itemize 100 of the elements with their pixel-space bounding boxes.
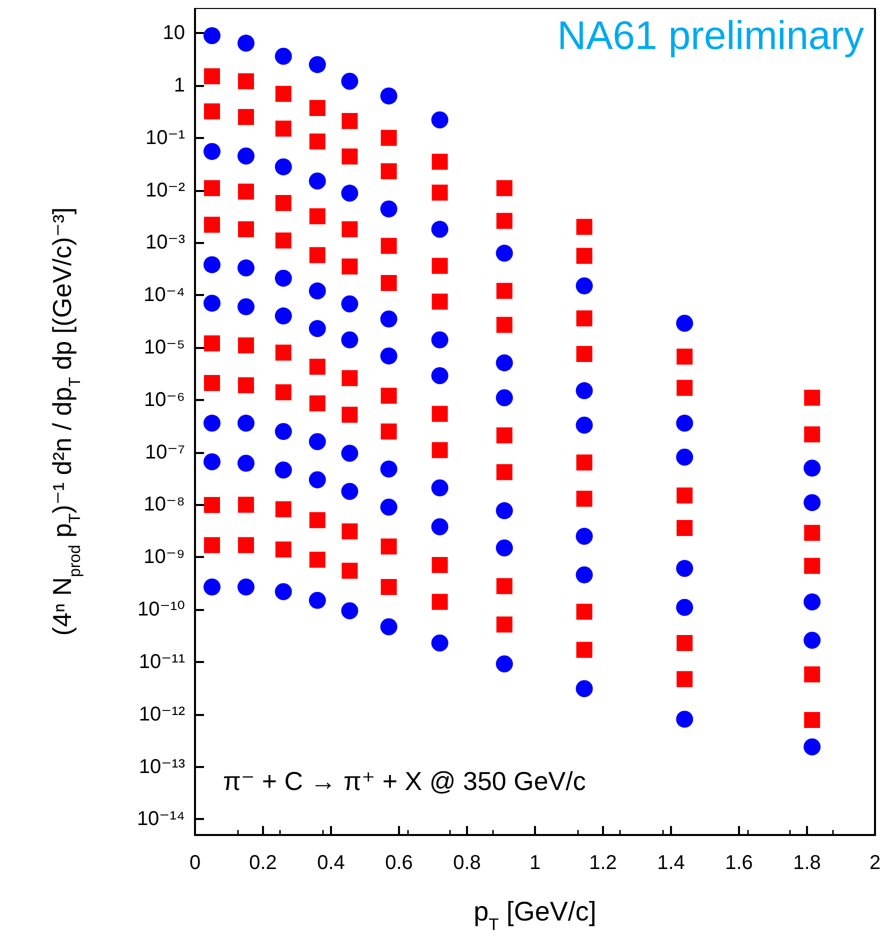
- point: [431, 518, 448, 536]
- point: [275, 195, 292, 212]
- point: [380, 618, 398, 636]
- point: [380, 238, 397, 254]
- point: [275, 541, 292, 558]
- y-tick-label: 10⁻¹⁰: [138, 598, 185, 621]
- x-tick-label: 0.6: [385, 852, 413, 874]
- point: [274, 583, 292, 600]
- point: [576, 528, 593, 545]
- point: [804, 666, 820, 682]
- point: [238, 259, 254, 276]
- point: [341, 184, 358, 202]
- point: [309, 134, 326, 150]
- point: [576, 310, 592, 326]
- point: [238, 454, 254, 472]
- point: [274, 270, 292, 287]
- point: [274, 462, 292, 478]
- point: [204, 294, 220, 312]
- x-tick-label: 1: [529, 852, 541, 874]
- point: [804, 524, 820, 541]
- point: [676, 380, 693, 396]
- point: [576, 218, 592, 235]
- point: [274, 422, 292, 440]
- point: [576, 277, 593, 294]
- point: [496, 212, 512, 229]
- point: [341, 444, 358, 462]
- point: [380, 498, 398, 516]
- point: [432, 184, 448, 201]
- point: [432, 594, 448, 610]
- point: [309, 208, 326, 224]
- y-axis-title: (4ⁿ Nprod pT)⁻¹ d²n / dpT dp [(GeV/c)⁻³]: [47, 207, 84, 636]
- point: [275, 384, 292, 400]
- point: [204, 180, 220, 196]
- point: [342, 370, 358, 386]
- point: [496, 539, 513, 556]
- y-tick-label: 10⁻⁷: [144, 441, 185, 464]
- point: [238, 73, 254, 90]
- point: [432, 294, 448, 310]
- point: [380, 347, 398, 364]
- y-tick-label: 10⁻⁹: [144, 546, 185, 568]
- point: [431, 331, 448, 348]
- point: [576, 248, 592, 264]
- x-tick-label: 0.4: [317, 852, 345, 874]
- point: [804, 390, 820, 406]
- y-tick-label: 10⁻¹: [146, 126, 186, 149]
- y-tick-label: 10⁻¹³: [138, 756, 186, 778]
- point: [380, 130, 397, 146]
- point: [676, 314, 694, 332]
- point: [804, 712, 820, 728]
- point: [204, 578, 220, 596]
- point: [238, 377, 254, 394]
- point: [576, 566, 593, 584]
- point: [341, 295, 358, 312]
- point: [576, 680, 593, 698]
- point: [309, 247, 326, 264]
- point: [341, 331, 358, 348]
- point: [204, 453, 220, 470]
- point: [204, 27, 220, 44]
- point: [308, 172, 326, 190]
- point: [576, 346, 592, 362]
- point: [308, 433, 326, 450]
- y-tick-label: 10⁻²: [146, 179, 186, 202]
- point: [238, 298, 254, 316]
- point: [576, 454, 592, 470]
- point: [341, 602, 358, 620]
- point: [496, 180, 512, 196]
- point: [380, 423, 397, 440]
- point: [204, 216, 220, 233]
- point: [275, 86, 292, 102]
- point: [576, 490, 592, 507]
- point: [342, 562, 358, 579]
- point: [275, 344, 292, 361]
- y-tick-label: 10⁻¹¹: [138, 650, 186, 673]
- point: [238, 148, 254, 165]
- point: [204, 537, 220, 554]
- point: [238, 337, 254, 354]
- point: [676, 448, 694, 466]
- point: [676, 560, 694, 577]
- point: [380, 87, 398, 104]
- annotation: π⁻ + C → π⁺ + X @ 350 GeV/c: [223, 766, 586, 796]
- point: [342, 148, 358, 165]
- y-tick-label: 10⁻¹²: [138, 703, 186, 726]
- point: [204, 414, 220, 432]
- point: [274, 158, 292, 176]
- point: [676, 348, 693, 365]
- point: [496, 427, 512, 444]
- point: [204, 68, 220, 84]
- point: [804, 426, 820, 442]
- point: [308, 56, 326, 74]
- point: [380, 578, 397, 595]
- point: [431, 111, 448, 128]
- x-tick-label: 0.8: [453, 852, 481, 874]
- point: [676, 488, 693, 504]
- x-tick-label: 1.6: [725, 852, 753, 874]
- point: [576, 642, 592, 658]
- point: [380, 275, 397, 291]
- point: [431, 220, 448, 238]
- point: [380, 310, 398, 328]
- point: [676, 414, 694, 432]
- y-tick-label: 10⁻⁶: [144, 388, 185, 411]
